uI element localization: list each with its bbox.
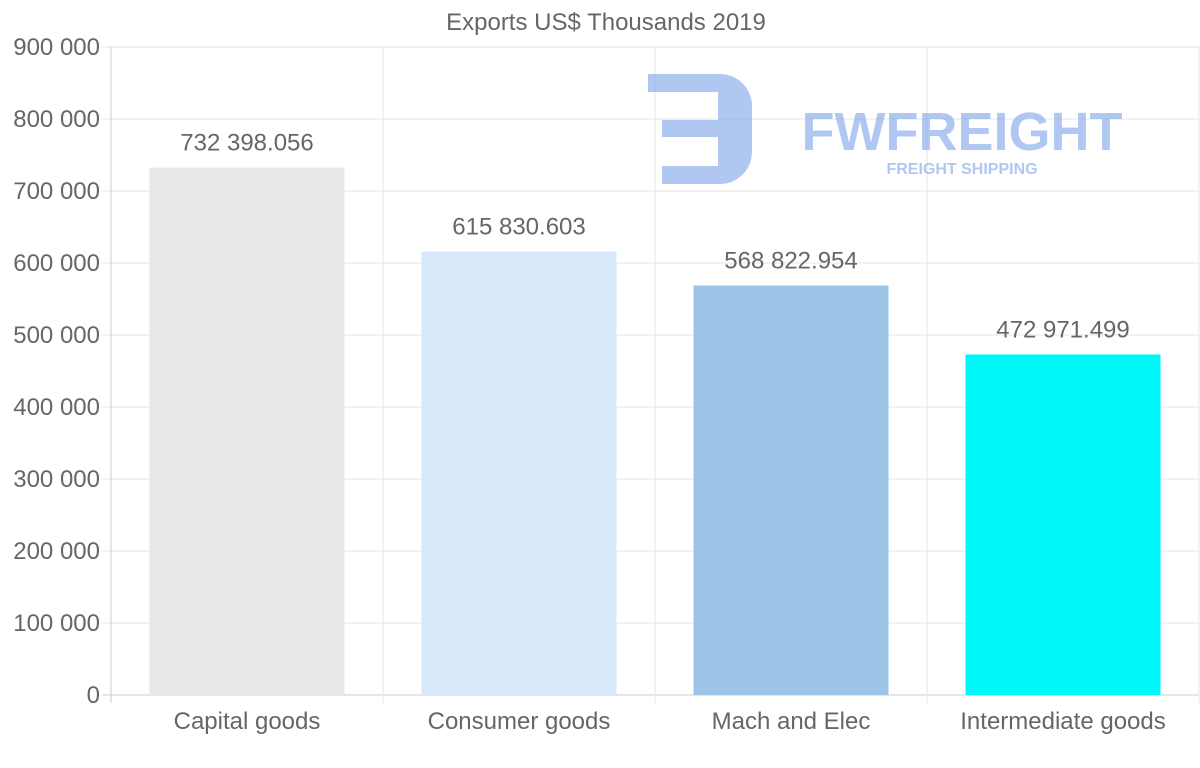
- y-tick-label: 800 000: [13, 106, 100, 133]
- y-tick-label: 500 000: [13, 322, 100, 349]
- data-label: 732 398.056: [180, 130, 313, 157]
- bar-capital-goods: [149, 167, 345, 695]
- x-axis: Capital goods Consumer goods Mach and Elec…: [174, 708, 1166, 735]
- x-tick-label: Mach and Elec: [712, 708, 871, 735]
- data-label: 472 971.499: [996, 316, 1129, 343]
- y-tick-label: 100 000: [13, 610, 100, 637]
- x-tick-label: Consumer goods: [428, 708, 611, 735]
- bars: [149, 167, 1161, 695]
- y-tick-label: 200 000: [13, 538, 100, 565]
- x-tick-label: Capital goods: [174, 708, 321, 735]
- y-tick-label: 700 000: [13, 178, 100, 205]
- watermark-tagline-text: FREIGHT SHIPPING: [886, 161, 1037, 178]
- y-tick-label: 600 000: [13, 250, 100, 277]
- x-tick-label: Intermediate goods: [960, 708, 1165, 735]
- y-tick-label: 300 000: [13, 466, 100, 493]
- data-label: 615 830.603: [452, 214, 585, 241]
- y-tick-label: 0: [87, 682, 100, 709]
- watermark-logo: FWFREIGHT FREIGHT SHIPPING: [648, 74, 1122, 184]
- bar-mach-and-elec: [693, 285, 889, 695]
- y-tick-label: 400 000: [13, 394, 100, 421]
- fw-logo-icon: [648, 74, 752, 184]
- y-tick-label: 900 000: [13, 34, 100, 61]
- bar-intermediate-goods: [965, 354, 1161, 695]
- bar-consumer-goods: [421, 251, 617, 695]
- chart-title: Exports US$ Thousands 2019: [446, 9, 766, 36]
- data-label: 568 822.954: [724, 247, 857, 274]
- y-axis: 0 100 000 200 000 300 000 400 000 500 000 600 …: [13, 34, 100, 709]
- watermark-brand-text: FWFREIGHT: [802, 102, 1123, 162]
- data-labels: 732 398.056 615 830.603 568 822.954 472 971…: [180, 130, 1129, 344]
